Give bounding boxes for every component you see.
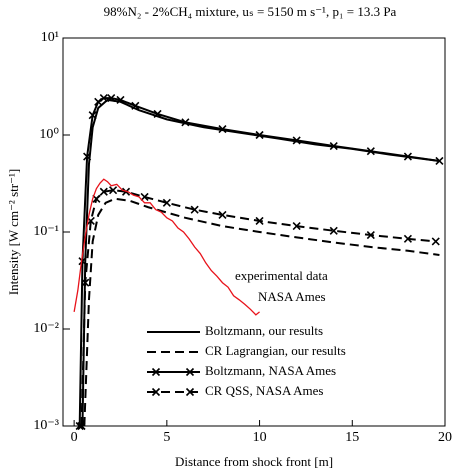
series-line — [73, 178, 260, 316]
marker — [403, 152, 412, 161]
marker — [435, 156, 444, 166]
marker — [329, 226, 338, 235]
marker — [403, 234, 412, 243]
legend-marker — [151, 367, 161, 377]
marker — [140, 192, 149, 201]
marker — [83, 152, 92, 161]
x-tick-label: 0 — [71, 430, 78, 445]
marker — [88, 111, 97, 120]
legend-marker — [185, 367, 195, 377]
marker — [218, 125, 227, 134]
marker — [329, 141, 338, 151]
series-line — [83, 197, 440, 427]
marker — [109, 186, 118, 195]
y-tick-label: 10⁻¹ — [33, 224, 59, 239]
legend-marker — [151, 387, 161, 397]
marker — [99, 94, 108, 103]
series-line — [78, 97, 440, 427]
x-axis-label: Distance from shock front [m] — [175, 454, 333, 469]
y-tick-label: 10¹ — [41, 30, 59, 45]
y-tick-label: 10⁻² — [33, 321, 59, 336]
marker — [190, 205, 199, 214]
marker — [366, 230, 375, 240]
x-tick-label: 10 — [253, 430, 267, 445]
annotation: experimental data — [235, 268, 328, 283]
legend-marker — [185, 387, 195, 397]
marker — [255, 130, 264, 140]
y-axis-label: Intensity [W cm⁻² str⁻¹] — [6, 169, 21, 295]
y-tick-label: 10⁰ — [39, 127, 59, 142]
y-tick-label: 10⁻³ — [33, 418, 59, 433]
legend-label: Boltzmann, our results — [205, 323, 323, 338]
marker — [78, 257, 87, 266]
marker — [181, 118, 190, 127]
marker — [99, 187, 108, 196]
x-tick-label: 5 — [163, 430, 170, 445]
legend-label: CR Lagrangian, our results — [205, 343, 346, 358]
marker — [292, 222, 301, 231]
annotation: NASA Ames — [258, 289, 326, 304]
marker — [77, 421, 86, 431]
marker — [94, 97, 103, 106]
marker — [162, 198, 171, 207]
marker — [292, 136, 301, 145]
chart-title: 98%N₂ - 2%CH₄ mixture, uₛ = 5150 m s⁻¹, … — [104, 4, 397, 19]
series-line — [80, 189, 436, 427]
marker — [366, 147, 375, 156]
marker — [107, 94, 116, 103]
x-tick-label: 20 — [438, 430, 452, 445]
marker — [81, 278, 90, 287]
marker — [116, 95, 125, 104]
legend-label: CR QSS, NASA Ames — [205, 383, 323, 398]
legend-label: Boltzmann, NASA Ames — [205, 363, 336, 378]
marker — [255, 216, 264, 226]
marker — [431, 237, 440, 246]
marker — [131, 101, 140, 110]
x-tick-label: 15 — [345, 430, 359, 445]
marker — [218, 210, 227, 219]
marker — [153, 109, 162, 118]
